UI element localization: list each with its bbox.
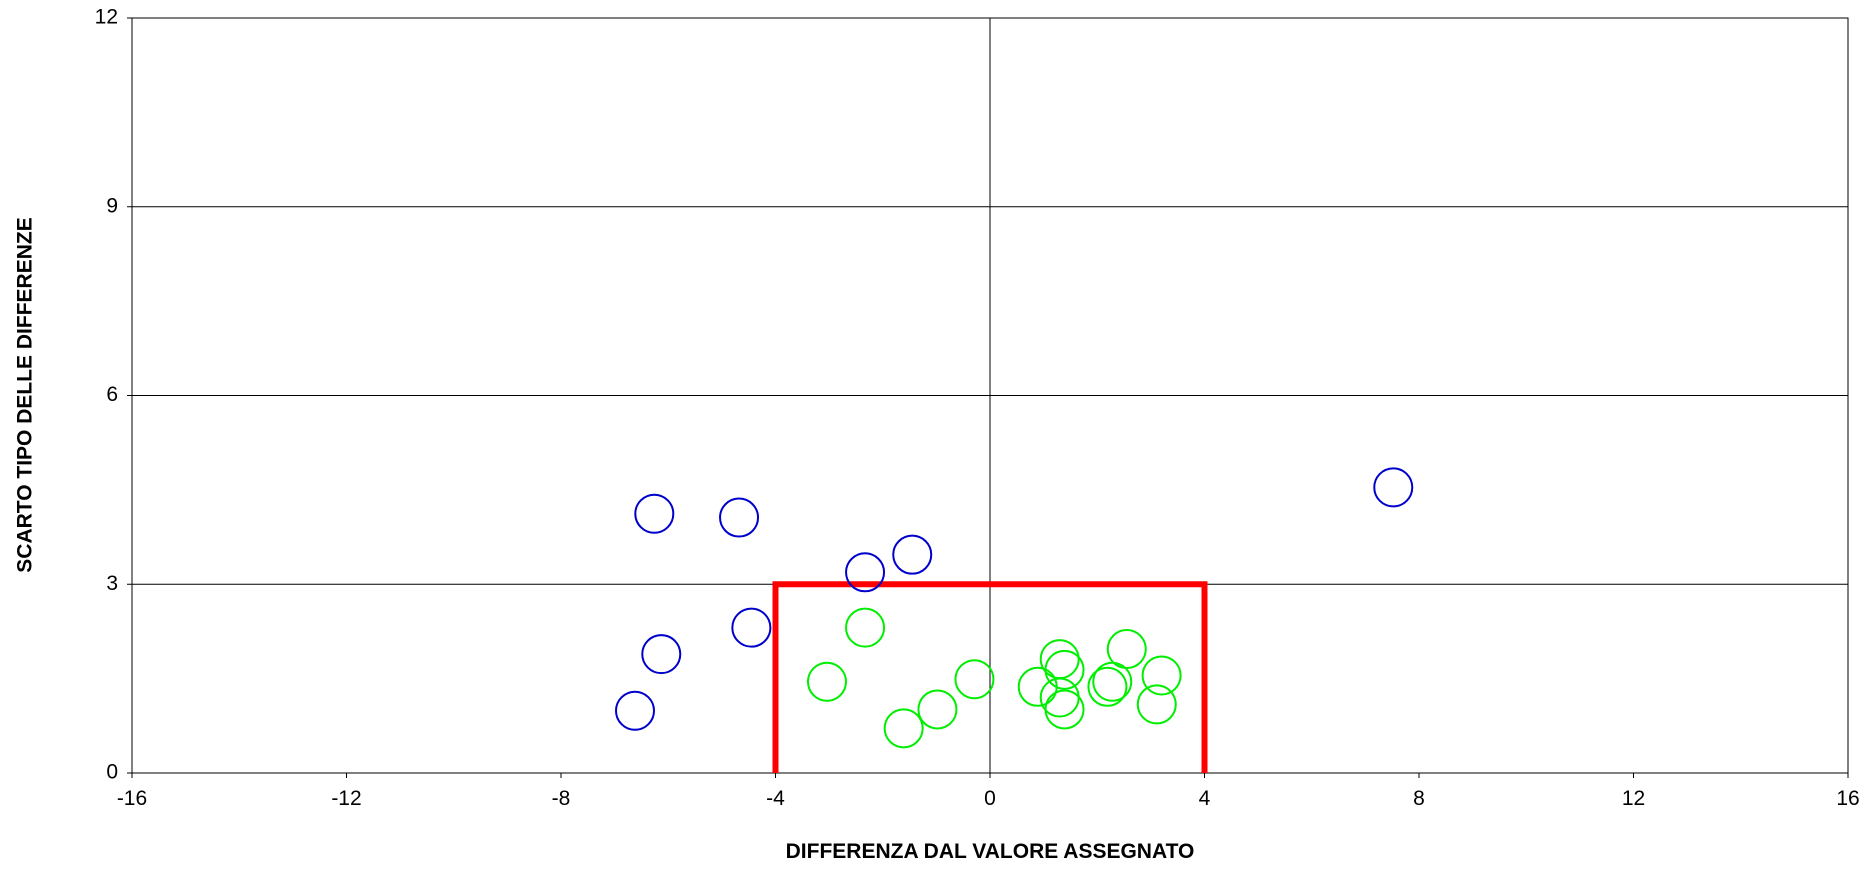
point	[719, 497, 760, 538]
point	[1106, 629, 1147, 670]
x-tick-label: 8	[1413, 787, 1425, 810]
point	[1136, 684, 1177, 725]
point	[806, 661, 847, 702]
point	[615, 690, 656, 731]
x-tick-label: 4	[1199, 787, 1211, 810]
point	[1044, 649, 1085, 690]
y-tick-label: 3	[106, 572, 118, 595]
point	[892, 534, 933, 575]
x-tick-label: -12	[331, 787, 361, 810]
point	[1373, 467, 1414, 508]
point	[1087, 666, 1128, 707]
point	[1044, 689, 1085, 730]
y-tick-label: 6	[106, 383, 118, 406]
x-tick-label: -16	[117, 787, 147, 810]
y-tick-label: 12	[95, 6, 118, 29]
point	[845, 552, 886, 593]
point	[1017, 666, 1058, 707]
point	[1141, 655, 1182, 696]
y-tick-label: 0	[106, 761, 118, 784]
point	[641, 634, 682, 675]
x-tick-label: 12	[1622, 787, 1645, 810]
y-tick-label: 9	[106, 194, 118, 217]
point	[731, 607, 772, 648]
x-tick-label: 16	[1836, 787, 1859, 810]
x-tick-label: -8	[552, 787, 571, 810]
x-tick-label: 0	[984, 787, 996, 810]
y-axis-label: SCARTO TIPO DELLE DIFFERENZE	[14, 217, 37, 572]
limit-box	[772, 581, 1208, 773]
x-axis-label: DIFFERENZA DAL VALORE ASSEGNATO	[786, 840, 1195, 863]
point	[954, 659, 995, 700]
x-tick-label: -4	[766, 787, 785, 810]
point	[634, 493, 675, 534]
point	[845, 607, 886, 648]
point	[883, 708, 924, 749]
point	[917, 689, 958, 730]
